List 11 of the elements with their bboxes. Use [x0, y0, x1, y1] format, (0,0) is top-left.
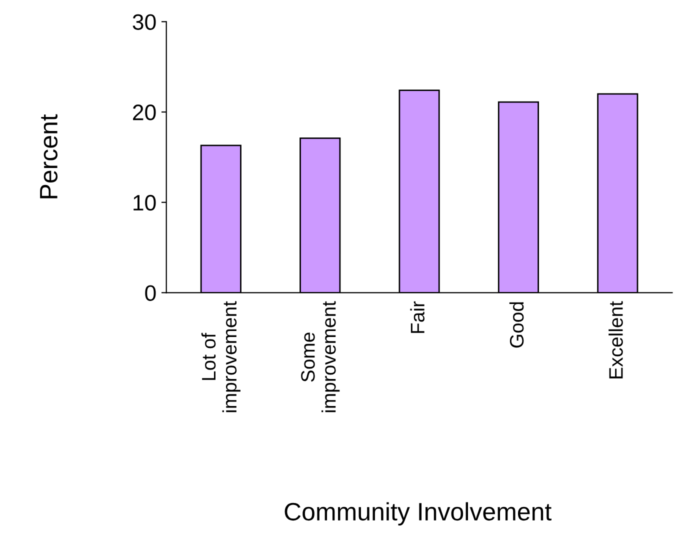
y-tick-label: 0 [145, 285, 156, 301]
y-tick-label: 20 [133, 104, 156, 120]
x-tick-label: Some improvement [301, 301, 340, 412]
x-axis-title: Community Involvement [284, 502, 552, 526]
x-tick-label: Fair [410, 301, 424, 333]
x-tick-label: Good [509, 302, 524, 348]
x-tick-label: Lot of improvement [201, 301, 240, 412]
y-axis-title: Percent [40, 114, 58, 198]
y-tick-label: 10 [134, 194, 156, 211]
x-tick-label: Excellent [608, 301, 623, 378]
y-tick-label: 30 [132, 14, 156, 30]
